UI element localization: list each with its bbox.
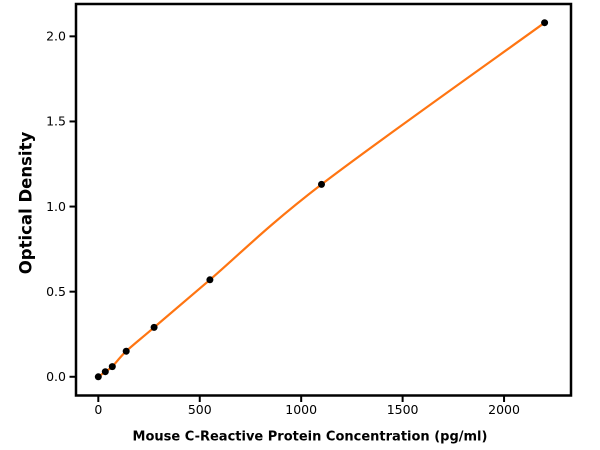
data-point — [318, 180, 325, 188]
y-axis-label: Optical Density — [16, 131, 36, 275]
data-point — [150, 323, 158, 331]
x-tick-label: 0 — [94, 402, 102, 417]
y-axis-ticks: 0.0 0.5 1.0 1.5 2.0 — [46, 29, 75, 384]
x-axis-ticks: 0 500 1000 1500 2000 — [94, 396, 520, 417]
data-point — [206, 276, 214, 284]
data-point — [101, 368, 109, 376]
y-tick-label: 0.0 — [46, 369, 66, 384]
x-tick-label: 1500 — [387, 402, 419, 417]
fit-curve-line — [97, 21, 546, 378]
y-tick-label: 0.5 — [46, 284, 66, 299]
plot-frame — [74, 2, 573, 397]
y-tick-label: 2.0 — [46, 29, 66, 44]
data-point — [541, 19, 549, 27]
y-tick-label: 1.5 — [46, 114, 66, 129]
x-tick-label: 1000 — [285, 402, 317, 417]
data-point — [122, 347, 130, 355]
x-tick-label: 2000 — [488, 402, 520, 417]
x-tick-label: 500 — [188, 402, 212, 417]
y-tick-label: 1.0 — [46, 199, 66, 214]
x-axis-label: Mouse C-Reactive Protein Concentration (… — [132, 429, 488, 445]
data-points — [94, 19, 549, 381]
data-point — [94, 373, 102, 381]
data-point — [108, 363, 116, 371]
